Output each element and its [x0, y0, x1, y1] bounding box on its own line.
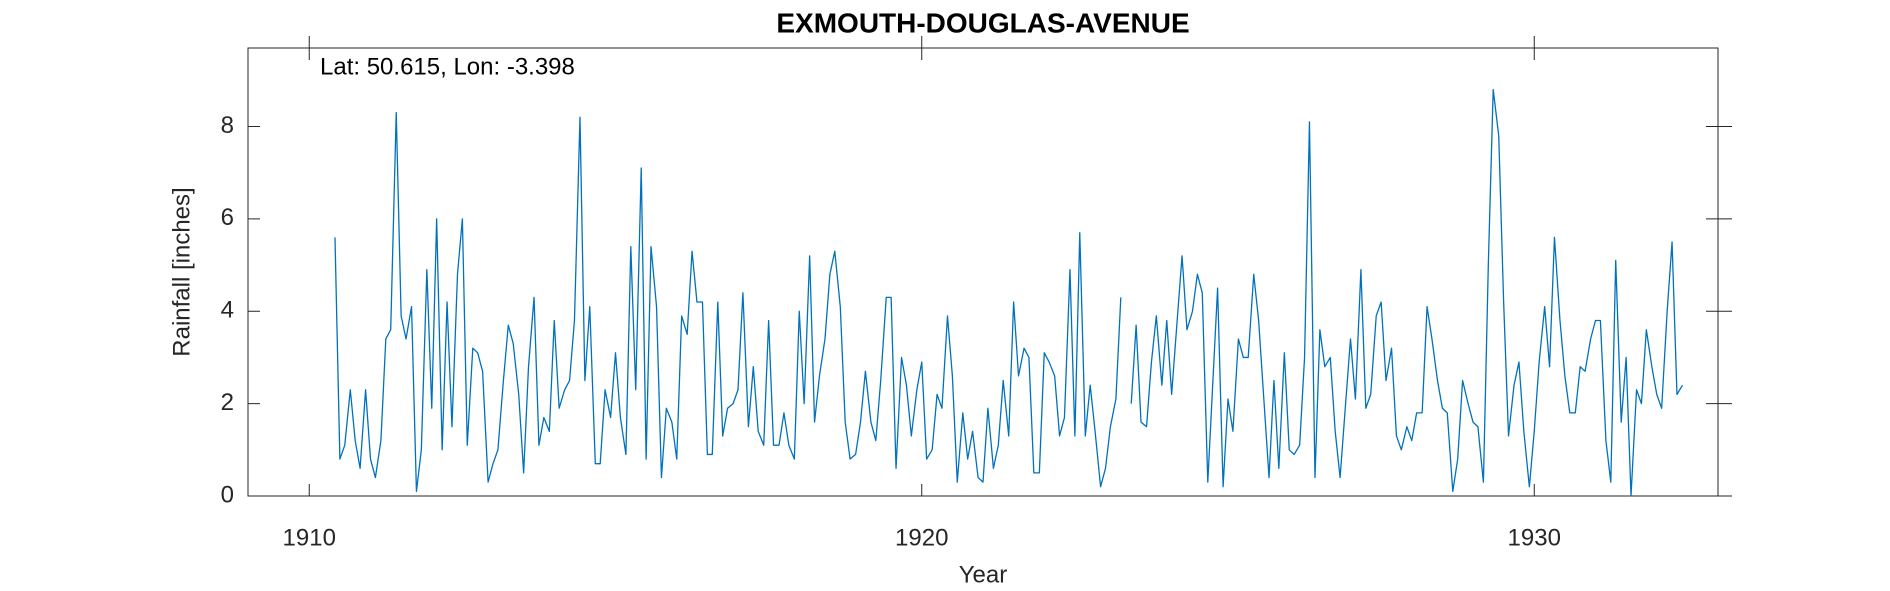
chart-title: EXMOUTH-DOUGLAS-AVENUE: [776, 7, 1189, 38]
x-axis-label: Year: [959, 561, 1008, 588]
y-tick-label: 4: [221, 297, 234, 324]
x-tick-label: 1920: [895, 524, 948, 551]
rainfall-line: [334, 88, 1684, 497]
annotation: Lat: 50.615, Lon: -3.398: [320, 53, 575, 80]
y-tick-label: 0: [221, 481, 234, 508]
x-tick-label: 1930: [1508, 524, 1561, 551]
y-tick-label: 6: [221, 204, 234, 231]
y-axis-label: Rainfall [inches]: [168, 187, 195, 356]
y-tick-label: 8: [221, 112, 234, 139]
x-tick-label: 1910: [283, 524, 336, 551]
axes-box: [247, 47, 1719, 497]
y-tick-label: 2: [221, 389, 234, 416]
